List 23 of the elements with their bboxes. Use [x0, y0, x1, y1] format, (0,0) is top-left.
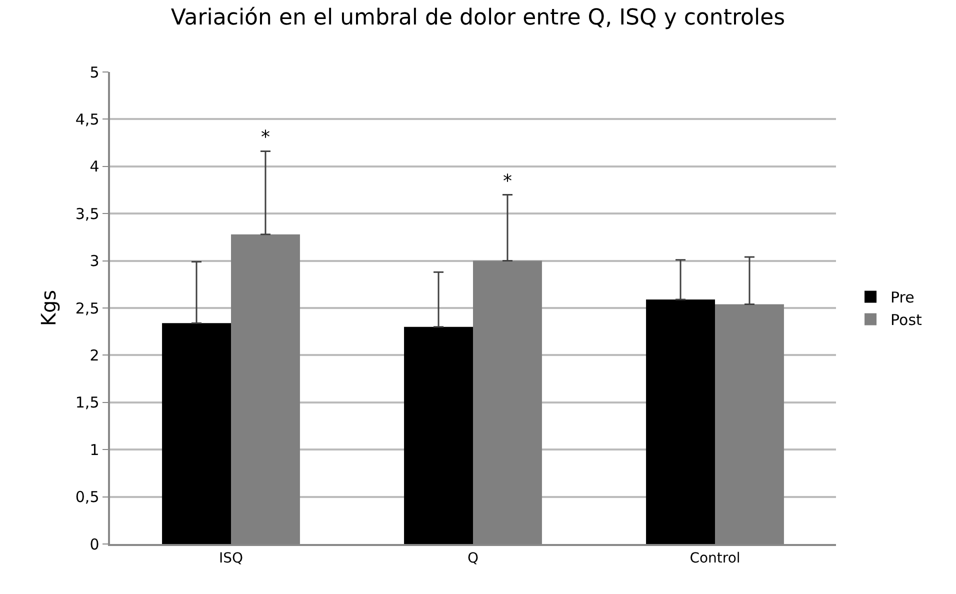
y-tick-label: 4,5 — [75, 110, 100, 128]
y-tick-label: 2,5 — [75, 299, 100, 318]
chart-title: Variación en el umbral de dolor entre Q, ISQ y controles — [170, 5, 786, 30]
y-tick-label: 5 — [90, 63, 100, 82]
y-axis-title: Kgs — [36, 290, 60, 326]
bar — [162, 323, 231, 544]
bar — [404, 326, 473, 544]
annotation: * — [503, 171, 512, 192]
legend-label: Post — [890, 311, 922, 330]
x-tick-label: Control — [690, 550, 740, 567]
y-tick-label: 3,5 — [75, 204, 100, 223]
y-tick-label: 1,5 — [75, 394, 100, 412]
y-tick-label: 1 — [90, 440, 100, 459]
y-tick-label: 3 — [90, 252, 100, 270]
y-tick-label: 0,5 — [75, 488, 100, 506]
x-tick-label: Q — [467, 550, 479, 567]
annotation: * — [261, 127, 270, 148]
y-tick-label: 2 — [90, 346, 100, 364]
legend-label: Pre — [890, 288, 914, 307]
bar — [646, 300, 715, 544]
y-tick-label: 4 — [90, 158, 100, 176]
x-tick-label: ISQ — [218, 550, 244, 567]
y-tick-label: 0 — [90, 535, 100, 554]
